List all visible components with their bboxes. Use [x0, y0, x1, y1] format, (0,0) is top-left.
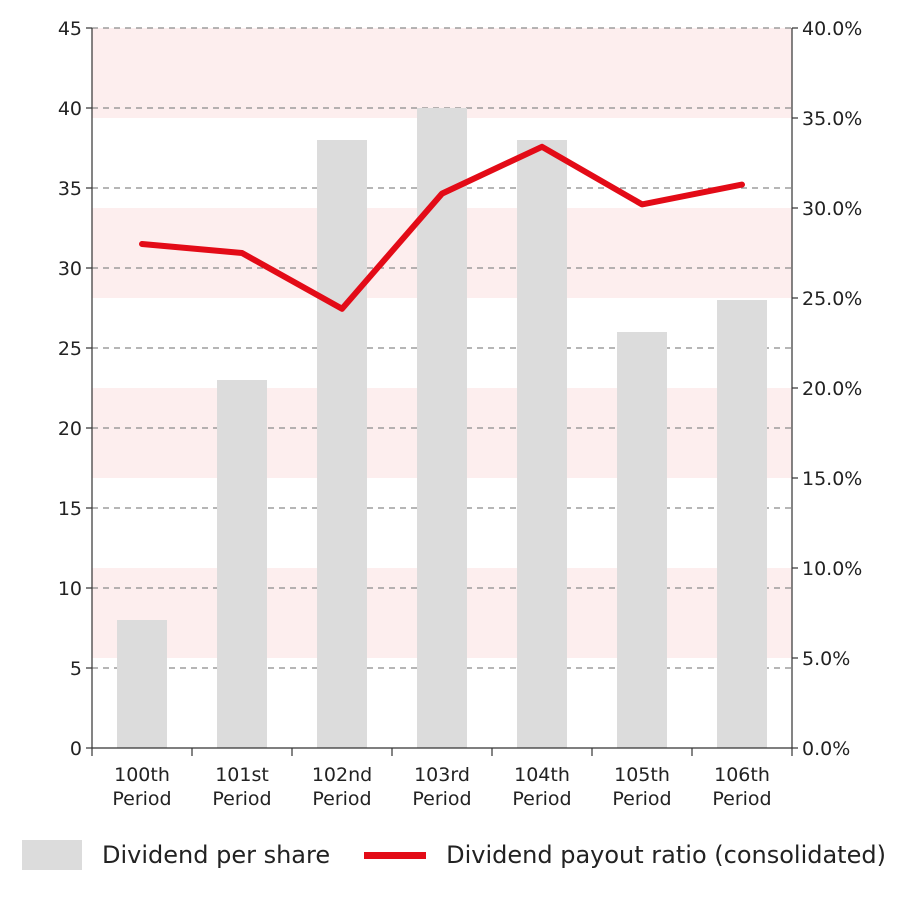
left-tick-label: 20: [58, 418, 82, 440]
legend-label-line: Dividend payout ratio (consolidated): [446, 841, 886, 869]
line-point: [541, 145, 543, 148]
line-point: [141, 243, 143, 245]
left-axis-ticks: 0 5 10 15 20 25 30 35 40 45: [58, 18, 92, 760]
bar: [217, 380, 267, 748]
background-band: [92, 28, 792, 118]
line-series: [139, 143, 745, 312]
line-point: [441, 192, 443, 195]
bar: [417, 108, 467, 748]
gridlines: [92, 27, 792, 669]
right-tick-label: 10.0%: [802, 558, 862, 580]
right-tick-label: 35.0%: [802, 108, 862, 130]
chart-svg: 0 5 10 15 20 25 30 35 40 45 0.0% 5.0% 10.0% 15.0% 20.…: [58, 18, 863, 810]
left-tick-label: 10: [58, 578, 82, 600]
line-point: [341, 307, 343, 310]
bar: [617, 332, 667, 748]
bar: [317, 140, 367, 748]
category-label: 100th Period: [112, 764, 171, 810]
right-axis-ticks: 0.0% 5.0% 10.0% 15.0% 20.0% 25.0% 30.0% 35.0% 40…: [792, 18, 862, 760]
right-tick-label: 15.0%: [802, 468, 862, 490]
category-label: 103rd Period: [412, 764, 471, 810]
category-label: 105th Period: [612, 764, 671, 810]
right-tick-label: 25.0%: [802, 288, 862, 310]
legend-label-bar: Dividend per share: [102, 841, 331, 869]
category-label: 101st Period: [212, 764, 271, 810]
bar: [717, 300, 767, 748]
line-point: [641, 203, 643, 206]
right-tick-label: 40.0%: [802, 18, 862, 40]
bar: [517, 140, 567, 748]
category-labels: 100th Period 101st Period 102nd Period 103rd Pe…: [112, 764, 771, 810]
legend-swatch-bar: [22, 840, 82, 870]
left-tick-label: 40: [58, 98, 82, 120]
left-tick-label: 5: [70, 658, 82, 680]
category-label: 104th Period: [512, 764, 571, 810]
legend: Dividend per share Dividend payout ratio…: [22, 838, 886, 872]
line-point: [741, 183, 743, 186]
left-tick-label: 30: [58, 258, 82, 280]
line-point: [241, 252, 243, 254]
right-tick-label: 30.0%: [802, 198, 862, 220]
left-tick-label: 25: [58, 338, 82, 360]
bar: [117, 620, 167, 748]
category-label: 102nd Period: [312, 764, 372, 810]
left-tick-label: 0: [70, 738, 82, 760]
right-tick-label: 5.0%: [802, 648, 850, 670]
legend-swatch-line: [364, 851, 427, 859]
right-tick-label: 20.0%: [802, 378, 862, 400]
left-tick-label: 45: [58, 18, 82, 40]
left-tick-label: 35: [58, 178, 82, 200]
category-label: 106th Period: [712, 764, 771, 810]
left-tick-label: 15: [58, 498, 82, 520]
bar-series: [117, 108, 767, 748]
right-tick-label: 0.0%: [802, 738, 850, 760]
